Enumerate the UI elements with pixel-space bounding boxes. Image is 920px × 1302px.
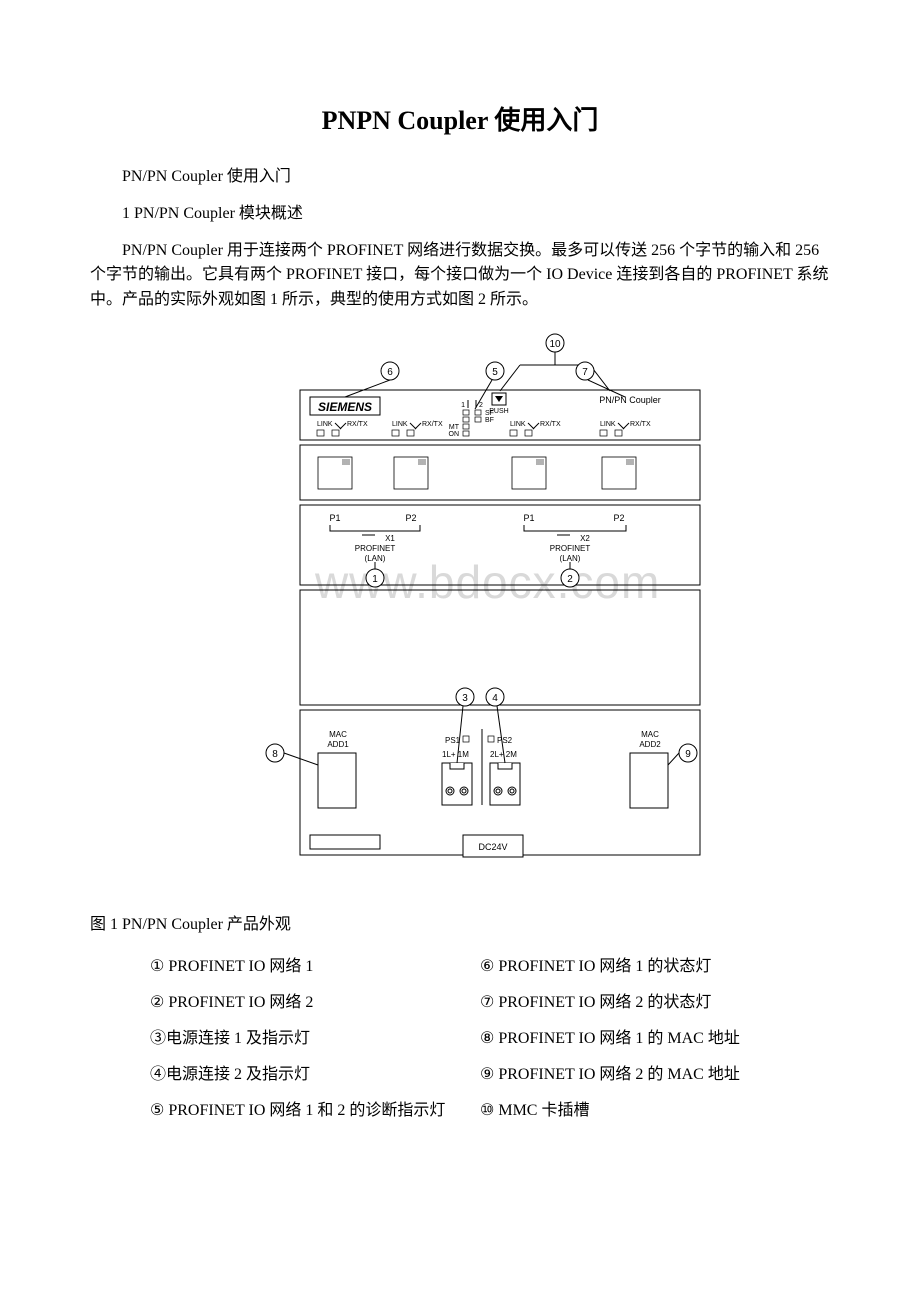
circ-6: 6 <box>387 367 393 378</box>
x2-c: (LAN) <box>560 554 581 563</box>
legend-item: ⑥ PROFINET IO 网络 1 的状态灯 <box>480 952 830 976</box>
legend-item: ⑧ PROFINET IO 网络 1 的 MAC 地址 <box>480 1024 830 1048</box>
legend-row: ⑤ PROFINET IO 网络 1 和 2 的诊断指示灯 ⑩ MMC 卡插槽 <box>150 1096 830 1120</box>
legend-item: ③电源连接 1 及指示灯 <box>150 1024 480 1048</box>
coupler-diagram: SIEMENS PUSH PN/PN Coupler 1 2 SF BF <box>210 325 710 885</box>
on-label: ON <box>449 431 460 438</box>
circ-10: 10 <box>549 339 561 350</box>
sf-label: SF <box>485 410 494 417</box>
link-2: LINK <box>392 421 408 428</box>
center-1: 1 <box>461 402 465 409</box>
x2-a: X2 <box>580 534 590 543</box>
rxtx-1: RX/TX <box>347 421 368 428</box>
legend-item: ⑨ PROFINET IO 网络 2 的 MAC 地址 <box>480 1060 830 1084</box>
rxtx-4: RX/TX <box>630 421 651 428</box>
link-1: LINK <box>317 421 333 428</box>
brand-label: SIEMENS <box>318 400 372 414</box>
paragraph-section: 1 PN/PN Coupler 模块概述 <box>90 202 830 227</box>
x1-c: (LAN) <box>365 554 386 563</box>
p2-right: P2 <box>613 513 624 523</box>
page-title: PNPN Coupler 使用入门 <box>90 100 830 137</box>
legend-item: ⑤ PROFINET IO 网络 1 和 2 的诊断指示灯 <box>150 1096 480 1120</box>
circ-5: 5 <box>492 367 498 378</box>
p1-left: P1 <box>329 513 340 523</box>
circ-2: 2 <box>567 574 573 585</box>
legend-row: ④电源连接 2 及指示灯 ⑨ PROFINET IO 网络 2 的 MAC 地址 <box>150 1060 830 1084</box>
figure-caption: 图 1 PN/PN Coupler 产品外观 <box>90 910 830 934</box>
p1-right: P1 <box>523 513 534 523</box>
ps1-label: PS1 <box>445 736 461 745</box>
bf-label: BF <box>485 417 494 424</box>
mac2: MAC <box>641 730 659 739</box>
circ-8: 8 <box>272 749 278 760</box>
diagram-container: www.bdocx.com SIEMENS PUSH PN/PN Coupler… <box>90 325 830 890</box>
link-3: LINK <box>510 421 526 428</box>
legend-row: ③电源连接 1 及指示灯 ⑧ PROFINET IO 网络 1 的 MAC 地址 <box>150 1024 830 1048</box>
legend-item: ④电源连接 2 及指示灯 <box>150 1060 480 1084</box>
l1-label: 1L+ 1M <box>442 750 469 759</box>
coupler-label: PN/PN Coupler <box>599 395 661 405</box>
legend-item: ① PROFINET IO 网络 1 <box>150 952 480 976</box>
x1-a: X1 <box>385 534 395 543</box>
circ-7: 7 <box>582 367 588 378</box>
add1: ADD1 <box>327 740 349 749</box>
add2: ADD2 <box>639 740 661 749</box>
center-2: 2 <box>479 402 483 409</box>
circ-9: 9 <box>685 749 691 760</box>
p2-left: P2 <box>405 513 416 523</box>
circ-4: 4 <box>492 693 498 704</box>
ps2-label: PS2 <box>497 736 513 745</box>
x2-b: PROFINET <box>550 544 591 553</box>
link-4: LINK <box>600 421 616 428</box>
legend-container: ① PROFINET IO 网络 1 ⑥ PROFINET IO 网络 1 的状… <box>90 952 830 1120</box>
dc-label: DC24V <box>478 842 507 852</box>
paragraph-subtitle: PN/PN Coupler 使用入门 <box>90 165 830 190</box>
legend-row: ② PROFINET IO 网络 2 ⑦ PROFINET IO 网络 2 的状… <box>150 988 830 1012</box>
legend-item: ⑩ MMC 卡插槽 <box>480 1096 830 1120</box>
rxtx-2: RX/TX <box>422 421 443 428</box>
x1-b: PROFINET <box>355 544 396 553</box>
legend-item: ② PROFINET IO 网络 2 <box>150 988 480 1012</box>
mt-label: MT <box>449 424 460 431</box>
paragraph-body: PN/PN Coupler 用于连接两个 PROFINET 网络进行数据交换。最… <box>90 239 830 313</box>
mac1: MAC <box>329 730 347 739</box>
rxtx-3: RX/TX <box>540 421 561 428</box>
legend-item: ⑦ PROFINET IO 网络 2 的状态灯 <box>480 988 830 1012</box>
circ-1: 1 <box>372 574 378 585</box>
legend-row: ① PROFINET IO 网络 1 ⑥ PROFINET IO 网络 1 的状… <box>150 952 830 976</box>
circ-3: 3 <box>462 693 468 704</box>
